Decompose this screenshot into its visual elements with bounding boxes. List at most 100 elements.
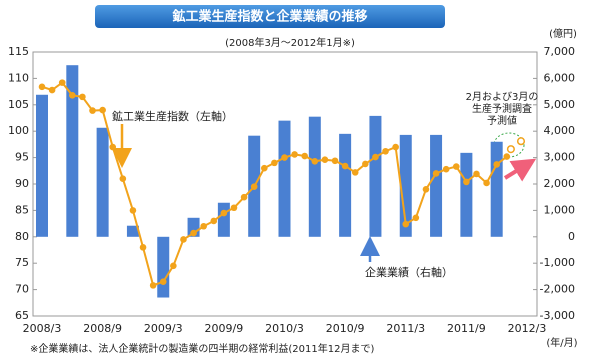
point <box>48 86 56 94</box>
forecast-note: 2月および3月の <box>466 91 539 103</box>
point <box>301 152 309 160</box>
point <box>503 153 511 160</box>
x-unit: (年/月) <box>546 336 577 349</box>
point <box>230 204 238 212</box>
label-bg <box>108 110 233 124</box>
y-tick-label: 65 <box>15 309 29 322</box>
point <box>351 169 359 176</box>
bar <box>126 225 139 237</box>
point <box>79 93 86 101</box>
y2-tick-label: 0 <box>568 230 575 243</box>
y-tick-label: 75 <box>15 256 29 269</box>
forecast-point <box>506 145 515 154</box>
x-tick-label: 2010/3 <box>265 322 304 335</box>
bar <box>96 127 109 237</box>
bar <box>460 152 473 237</box>
point <box>483 179 490 187</box>
point <box>432 170 440 177</box>
point <box>281 154 288 161</box>
point <box>170 262 177 270</box>
point <box>321 156 329 164</box>
y2-tick-label: 2,000 <box>544 177 576 190</box>
y-tick-label: 85 <box>15 203 29 216</box>
y-tick-label: 70 <box>15 283 29 296</box>
y2-tick-label: 3,000 <box>544 151 576 164</box>
series-annotation: 鉱工業生産指数（左軸） <box>112 109 233 123</box>
y2-tick-label: 1,000 <box>544 203 576 216</box>
bar <box>490 141 503 237</box>
y2-tick-label: -1,000 <box>540 256 575 269</box>
bar <box>157 236 170 298</box>
y2-tick-label: -2,000 <box>540 283 575 296</box>
bar <box>399 134 412 237</box>
point <box>190 229 197 237</box>
point <box>493 161 500 168</box>
y2-tick-label: 5,000 <box>544 98 576 111</box>
point <box>271 159 278 167</box>
forecast-note: 生産予測調査 <box>472 102 532 115</box>
x-tick-label: 2012/3 <box>508 322 547 335</box>
forecast-note: 予測値 <box>487 114 517 127</box>
series-annotation: 企業業績（右軸） <box>365 265 453 279</box>
point <box>38 83 46 91</box>
y-tick-label: 95 <box>15 151 29 164</box>
bar <box>66 65 79 237</box>
point <box>129 207 137 214</box>
point <box>109 143 117 151</box>
point <box>149 282 157 289</box>
label-bg <box>358 266 458 280</box>
y2-tick-label: 6,000 <box>544 71 576 84</box>
point <box>200 222 207 230</box>
y-tick-label: 115 <box>8 45 29 58</box>
point <box>463 178 470 186</box>
point <box>139 244 147 251</box>
bar <box>217 202 230 237</box>
point <box>69 91 76 99</box>
x-tick-label: 2009/3 <box>144 322 183 335</box>
point <box>210 217 218 225</box>
chart-title: 鉱工業生産指数と企業業績の推移 <box>171 9 367 25</box>
point <box>331 157 339 165</box>
point <box>382 147 389 155</box>
point <box>452 163 460 170</box>
x-tick-label: 2008/3 <box>23 322 62 335</box>
chart-subtitle: (2008年3月～2012年1月※) <box>225 36 355 49</box>
point <box>362 160 369 168</box>
point <box>422 185 430 193</box>
point <box>442 165 450 173</box>
title-banner <box>95 5 445 28</box>
point <box>180 236 187 243</box>
y-tick-label: 80 <box>15 230 29 243</box>
point <box>89 107 96 114</box>
point <box>473 170 480 178</box>
y2-tick-label: 7,000 <box>544 45 576 58</box>
point <box>250 183 258 190</box>
point <box>159 278 167 285</box>
point <box>220 209 228 217</box>
point <box>311 157 319 165</box>
bar <box>369 115 382 237</box>
x-tick-label: 2011/9 <box>447 322 486 335</box>
x-tick-label: 2010/9 <box>326 322 365 335</box>
footnote: ※企業業績は、法人企業統計の製造業の四半期の経常利益(2011年12月まで) <box>30 342 374 355</box>
y2-tick-label: 4,000 <box>544 124 576 137</box>
bar <box>278 120 291 237</box>
x-tick-label: 2008/9 <box>83 322 122 335</box>
point <box>412 214 420 222</box>
bar <box>308 116 321 237</box>
point <box>372 153 379 161</box>
y-tick-label: 100 <box>8 124 29 137</box>
point <box>402 220 410 228</box>
x-tick-label: 2009/9 <box>205 322 244 335</box>
point <box>291 151 298 158</box>
y-tick-label: 105 <box>8 98 29 111</box>
point <box>58 79 66 86</box>
y-tick-label: 90 <box>15 177 29 190</box>
point <box>240 193 248 201</box>
point <box>119 175 127 183</box>
point <box>392 143 399 151</box>
bar <box>430 134 443 237</box>
